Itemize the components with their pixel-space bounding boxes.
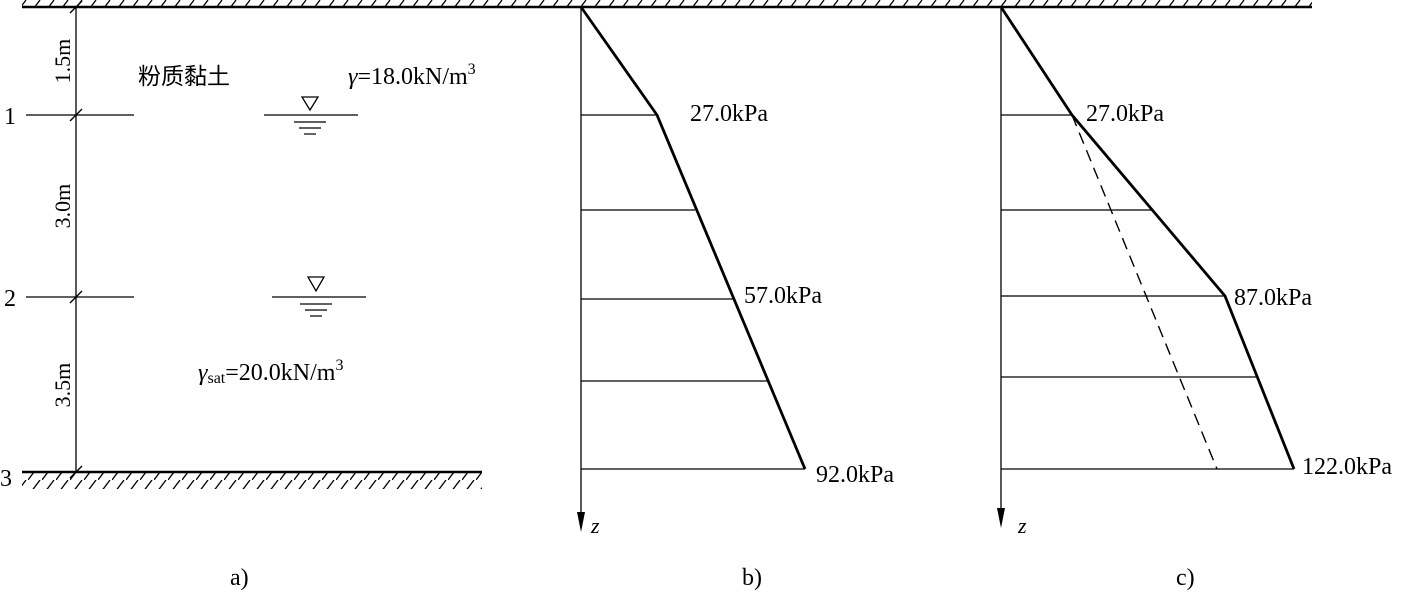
value-label-2: 87.0kPa bbox=[1234, 285, 1312, 311]
water-table-symbol-1 bbox=[264, 96, 358, 135]
z-axis-label: z bbox=[1017, 513, 1027, 538]
gamma-label: γ=18.0kN/m3 bbox=[348, 61, 476, 90]
level-3-label: 3 bbox=[0, 466, 12, 492]
bottom-boundary bbox=[22, 470, 482, 489]
value-label-3: 92.0kPa bbox=[816, 462, 894, 488]
value-label-2: 57.0kPa bbox=[744, 283, 822, 309]
panel-c-caption: c) bbox=[1176, 565, 1195, 591]
z-axis-arrow bbox=[577, 512, 585, 532]
thickness-2: 3.0m bbox=[50, 184, 75, 229]
dashed-reference-line bbox=[1071, 114, 1218, 470]
panel-c-stress-diagram: z 27.0kPa 87.0kPa 122.0kPa c) bbox=[997, 6, 1392, 591]
panel-b-caption: b) bbox=[742, 565, 762, 591]
value-label-3: 122.0kPa bbox=[1302, 454, 1392, 480]
panel-b-stress-diagram: z 27.0kPa 57.0kPa 92.0kPa b) bbox=[577, 6, 894, 591]
layer-name: 粉质黏土 bbox=[138, 64, 230, 90]
water-table-symbol-2 bbox=[272, 276, 366, 317]
z-axis-arrow bbox=[997, 508, 1005, 528]
z-axis-label: z bbox=[590, 513, 600, 538]
thickness-3: 3.5m bbox=[50, 363, 75, 408]
level-2-marker: 2 bbox=[4, 286, 134, 312]
gamma-sat-label: γsat=20.0kN/m3 bbox=[198, 357, 343, 387]
value-label-1: 27.0kPa bbox=[1086, 101, 1164, 127]
value-label-1: 27.0kPa bbox=[690, 101, 768, 127]
panel-a-soil-profile: 1 2 3 1.5m 3.0m 3.5m 粉质黏土 γ=18.0kN/m3 bbox=[0, 0, 482, 591]
level-1-marker: 1 bbox=[4, 104, 134, 130]
thickness-1: 1.5m bbox=[50, 39, 75, 84]
ground-surface bbox=[22, 0, 1312, 9]
stress-profile-line bbox=[579, 6, 807, 470]
panel-a-caption: a) bbox=[230, 565, 249, 591]
level-1-label: 1 bbox=[4, 104, 16, 130]
stress-profile-line bbox=[999, 6, 1296, 470]
level-2-label: 2 bbox=[4, 286, 16, 312]
tick-top bbox=[69, 0, 83, 14]
